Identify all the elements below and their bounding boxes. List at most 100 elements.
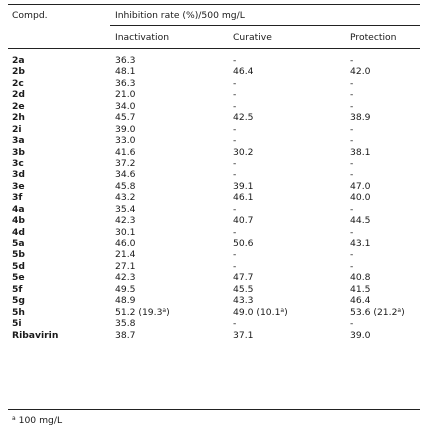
protection-value: 40.0 (350, 192, 371, 204)
curative-cell: - (233, 227, 236, 238)
curative-value: 37.1 (233, 329, 254, 341)
protection-cell: 40.0 (350, 192, 370, 203)
protection-cell: - (350, 204, 353, 215)
table-row: 3b 41.6 30.2 38.1 (0, 147, 425, 158)
protection-cell: 46.4 (350, 295, 370, 306)
compound-cell: 4b (12, 215, 25, 226)
curative-value: 30.2 (233, 146, 254, 158)
column-header-inactivation: Inactivation (115, 32, 170, 43)
curative-cell: 45.5 (233, 284, 253, 295)
protection-footnote-mark: a (397, 306, 402, 314)
compd-value: 2d (12, 89, 25, 101)
protection-cell: 40.8 (350, 272, 370, 283)
curative-value: - (233, 249, 237, 261)
protection-value: 53.6 (21.2 (350, 306, 398, 318)
curative-cell: 42.5 (233, 112, 253, 123)
inactivation-cell: 21.0 (115, 89, 135, 100)
inactivation-value: 21.4 (115, 249, 136, 261)
inactivation-value: 34.6 (115, 169, 136, 181)
compound-cell: 5d (12, 261, 25, 272)
inactivation-value: 48.9 (115, 295, 136, 307)
protection-cell: 38.9 (350, 112, 370, 123)
compd-value: 5h (12, 306, 25, 318)
curative-cell: - (233, 78, 236, 89)
protection-cell: 47.0 (350, 181, 370, 192)
inactivation-cell: 42.3 (115, 272, 135, 283)
compd-value: 5g (12, 295, 25, 307)
inactivation-cell: 21.4 (115, 249, 135, 260)
table-row: 2i 39.0 - - (0, 124, 425, 135)
compound-cell: 5a (12, 238, 25, 249)
compound-cell: 5g (12, 295, 25, 306)
inactivation-value: 35.8 (115, 318, 136, 330)
compd-value: 5f (12, 283, 23, 295)
protection-cell: 53.6 (21.2a) (350, 307, 405, 318)
inactivation-value: 42.3 (115, 272, 136, 284)
curative-cell: 39.1 (233, 181, 253, 192)
protection-value: - (350, 100, 354, 112)
inactivation-value: 33.0 (115, 135, 136, 147)
footnote-text: 100 mg/L (18, 415, 63, 426)
compound-cell: 3a (12, 135, 25, 146)
protection-value: 41.5 (350, 283, 371, 295)
curative-cell: 46.4 (233, 66, 253, 77)
curative-value: - (233, 77, 237, 89)
inactivation-value: 27.1 (115, 260, 136, 272)
table-row: 2e 34.0 - - (0, 101, 425, 112)
compound-cell: 3c (12, 158, 24, 169)
compd-value: 2e (12, 100, 25, 112)
table-row: 5g 48.9 43.3 46.4 (0, 295, 425, 306)
inactivation-cell: 48.1 (115, 66, 135, 77)
compound-cell: 5f (12, 284, 22, 295)
curative-value: - (233, 135, 237, 147)
table-row: 5e 42.3 47.7 40.8 (0, 272, 425, 283)
table-row: 2h 45.7 42.5 38.9 (0, 112, 425, 123)
table-row: 5f 49.5 45.5 41.5 (0, 284, 425, 295)
inactivation-cell: 33.0 (115, 135, 135, 146)
protection-cell: - (350, 261, 353, 272)
protection-cell: - (350, 318, 353, 329)
inactivation-value: 49.5 (115, 283, 136, 295)
curative-value: - (233, 318, 237, 330)
inactivation-value: 35.4 (115, 203, 136, 215)
inactivation-cell: 43.2 (115, 192, 135, 203)
table-row: 4d 30.1 - - (0, 227, 425, 238)
compd-value: 2a (12, 55, 25, 66)
protection-value: - (350, 157, 354, 169)
compound-cell: 2c (12, 78, 24, 89)
protection-cell: - (350, 89, 353, 100)
table-row: 2a 36.3 - - (0, 55, 425, 66)
inactivation-value: 34.0 (115, 100, 136, 112)
curative-value: 43.3 (233, 295, 254, 307)
curative-value: - (233, 157, 237, 169)
curative-value-tail: ) (284, 306, 288, 318)
table-row: Ribavirin 38.7 37.1 39.0 (0, 330, 425, 341)
compd-value: 3f (12, 192, 23, 204)
curative-cell: - (233, 158, 236, 169)
protection-value: - (350, 135, 354, 147)
protection-value-tail: ) (401, 306, 405, 318)
curative-value: - (233, 260, 237, 272)
protection-value: - (350, 77, 354, 89)
protection-cell: 44.5 (350, 215, 370, 226)
protection-cell: - (350, 227, 353, 238)
curative-cell: - (233, 249, 236, 260)
inactivation-value: 45.8 (115, 180, 136, 192)
table-row: 5d 27.1 - - (0, 261, 425, 272)
inactivation-value: 45.7 (115, 112, 136, 124)
curative-value: 46.1 (233, 192, 254, 204)
inactivation-value: 30.1 (115, 226, 136, 238)
curative-value: - (233, 100, 237, 112)
inactivation-cell: 36.3 (115, 55, 135, 66)
compound-cell: 2b (12, 66, 25, 77)
compd-value: 5e (12, 272, 25, 284)
curative-cell: - (233, 318, 236, 329)
compd-value: 5d (12, 260, 25, 272)
protection-cell: - (350, 55, 353, 66)
table-row: 2c 36.3 - - (0, 78, 425, 89)
curative-cell: 50.6 (233, 238, 253, 249)
curative-value: - (233, 89, 237, 101)
column-header-curative: Curative (233, 32, 272, 43)
inactivation-value: 42.3 (115, 215, 136, 227)
protection-value: - (350, 89, 354, 101)
